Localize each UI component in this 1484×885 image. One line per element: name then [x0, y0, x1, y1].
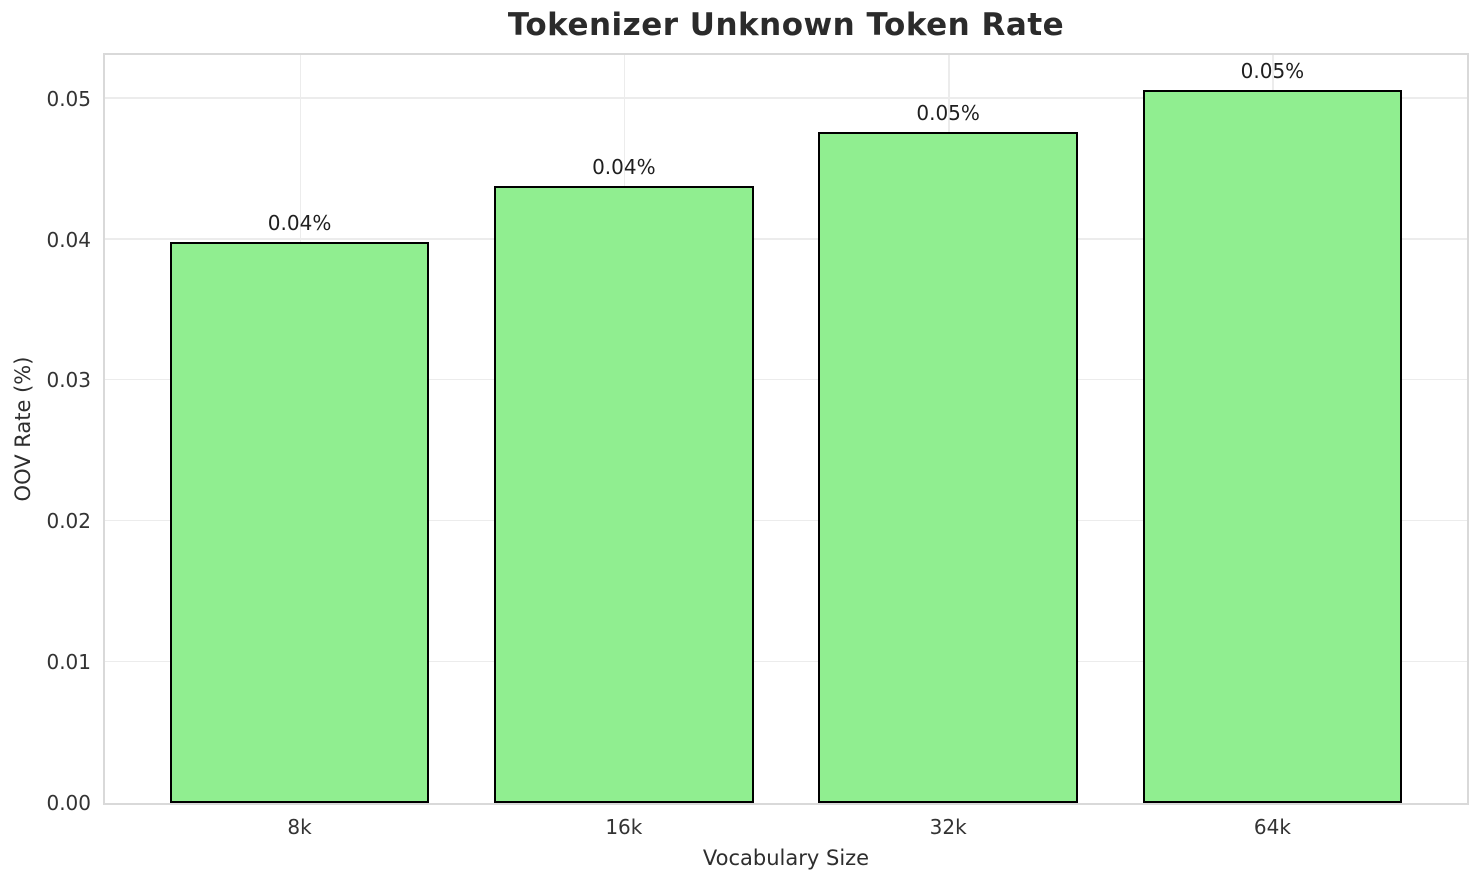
bar	[818, 132, 1078, 803]
horizontal-gridline	[105, 378, 1467, 381]
y-axis-label: OOV Rate (%)	[11, 356, 35, 502]
y-tick-label: 0.03	[46, 368, 91, 393]
y-tick-label: 0.04	[46, 227, 91, 252]
horizontal-gridline	[105, 660, 1467, 663]
bar-value-label: 0.05%	[1240, 59, 1305, 84]
bar-value-label: 0.04%	[592, 155, 656, 180]
x-axis-label: Vocabulary Size	[702, 846, 870, 870]
horizontal-gridline	[105, 238, 1467, 240]
x-tick-label: 64k	[1253, 815, 1291, 839]
bar	[494, 186, 754, 803]
chart-title: Tokenizer Unknown Token Rate	[507, 7, 1065, 43]
bar	[1142, 90, 1403, 803]
y-tick-label: 0.02	[46, 509, 91, 534]
bar-value-label: 0.05%	[916, 101, 980, 126]
x-tick-label: 8k	[287, 815, 312, 839]
y-tick-label: 0.00	[46, 791, 91, 815]
horizontal-gridline	[105, 97, 1467, 99]
y-tick-label: 0.05	[46, 86, 91, 111]
horizontal-gridline	[105, 519, 1467, 522]
bar-value-label: 0.04%	[267, 211, 332, 236]
plot-area: 0.00 0.01 0.02 0.03 0.04 0.05 0.04% 8k 0.04% 16k 0…	[46, 53, 1469, 839]
x-tick-label: 32k	[929, 815, 967, 839]
x-tick-label: 16k	[605, 815, 643, 839]
bar	[169, 242, 430, 803]
y-tick-label: 0.01	[46, 650, 91, 675]
